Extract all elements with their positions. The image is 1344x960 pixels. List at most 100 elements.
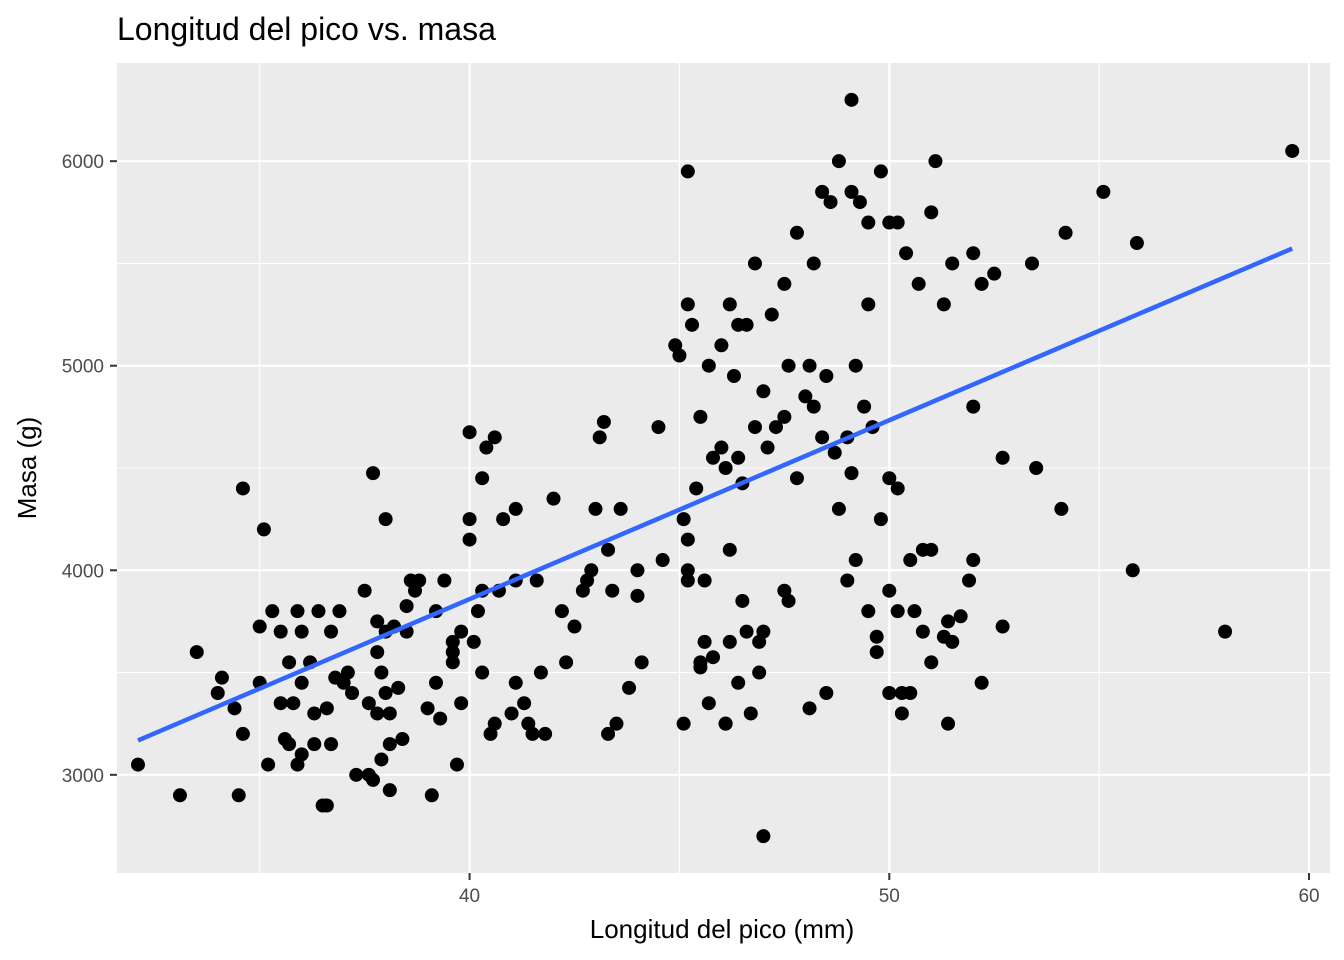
data-point: [777, 409, 792, 424]
data-point: [584, 563, 599, 578]
data-point: [454, 696, 469, 711]
data-point: [701, 358, 716, 373]
data-point: [945, 256, 960, 271]
data-point: [613, 501, 628, 516]
data-point: [987, 266, 1002, 281]
data-point: [819, 368, 834, 383]
data-point: [349, 767, 364, 782]
data-point: [995, 619, 1010, 634]
y-tick-label: 5000: [62, 357, 104, 378]
x-tick-label: 60: [1298, 886, 1319, 907]
data-point: [538, 726, 553, 741]
data-point: [324, 624, 339, 639]
data-point: [1024, 256, 1039, 271]
data-point: [332, 604, 347, 619]
data-point: [609, 716, 624, 731]
data-point: [899, 246, 914, 261]
data-point: [634, 655, 649, 670]
data-point: [672, 348, 687, 363]
data-point: [265, 604, 280, 619]
data-point: [273, 624, 288, 639]
data-point: [752, 665, 767, 680]
data-point: [1285, 143, 1300, 158]
data-point: [508, 675, 523, 690]
data-point: [1125, 563, 1140, 578]
data-point: [995, 450, 1010, 465]
data-point: [290, 604, 305, 619]
data-point: [680, 164, 695, 179]
data-point: [462, 425, 477, 440]
y-axis-title: Masa (g): [12, 417, 42, 520]
data-point: [915, 624, 930, 639]
data-points: [130, 92, 1300, 844]
data-point: [1218, 624, 1233, 639]
data-point: [882, 583, 897, 598]
data-point: [731, 675, 746, 690]
data-point: [130, 757, 145, 772]
data-point: [718, 461, 733, 475]
data-point: [412, 573, 427, 588]
data-point: [324, 737, 339, 752]
data-point: [370, 614, 385, 629]
data-point: [890, 604, 905, 619]
data-point: [1096, 184, 1111, 199]
data-point: [903, 686, 918, 700]
data-point: [735, 593, 750, 608]
data-point: [911, 276, 926, 291]
data-point: [890, 481, 905, 496]
chart-title: Longitud del pico vs. masa: [117, 11, 496, 47]
data-point: [941, 716, 956, 731]
data-point: [974, 276, 989, 291]
trend-line-group: [137, 246, 1294, 743]
data-point: [743, 706, 758, 721]
data-point: [861, 215, 876, 230]
data-point: [622, 680, 637, 695]
data-point: [718, 716, 733, 731]
data-point: [706, 450, 721, 465]
data-point: [470, 604, 485, 619]
data-point: [319, 701, 334, 716]
data-point: [307, 706, 322, 721]
data-point: [676, 716, 691, 731]
data-point: [924, 205, 939, 220]
data-point: [697, 634, 712, 649]
y-tick-label: 4000: [62, 561, 104, 582]
data-point: [806, 256, 821, 271]
data-point: [445, 645, 460, 660]
y-axis: 3000 4000 5000 6000: [62, 152, 117, 787]
data-point: [466, 634, 481, 649]
x-tick-label: 50: [879, 886, 900, 907]
data-point: [273, 696, 288, 711]
data-point: [382, 783, 397, 798]
data-point: [1058, 225, 1073, 240]
data-point: [840, 573, 855, 588]
data-point: [966, 553, 981, 568]
data-point: [235, 481, 250, 496]
data-point: [282, 655, 297, 670]
data-point: [777, 276, 792, 291]
data-point: [857, 399, 872, 414]
data-point: [366, 466, 381, 481]
data-point: [852, 195, 867, 210]
data-point: [592, 430, 607, 445]
data-point: [693, 660, 708, 675]
data-point: [655, 553, 670, 568]
data-point: [391, 680, 406, 695]
data-point: [974, 675, 989, 690]
data-point: [454, 624, 469, 639]
data-point: [445, 634, 460, 649]
data-point: [945, 634, 960, 649]
data-point: [966, 246, 981, 261]
data-point: [726, 368, 741, 383]
data-point: [802, 358, 817, 373]
data-point: [869, 629, 884, 644]
data-point: [517, 696, 532, 711]
data-point: [395, 732, 410, 747]
data-point: [1129, 236, 1144, 250]
data-point: [768, 420, 783, 435]
data-point: [370, 645, 385, 660]
data-point: [936, 297, 951, 312]
data-point: [508, 501, 523, 516]
data-point: [781, 358, 796, 373]
